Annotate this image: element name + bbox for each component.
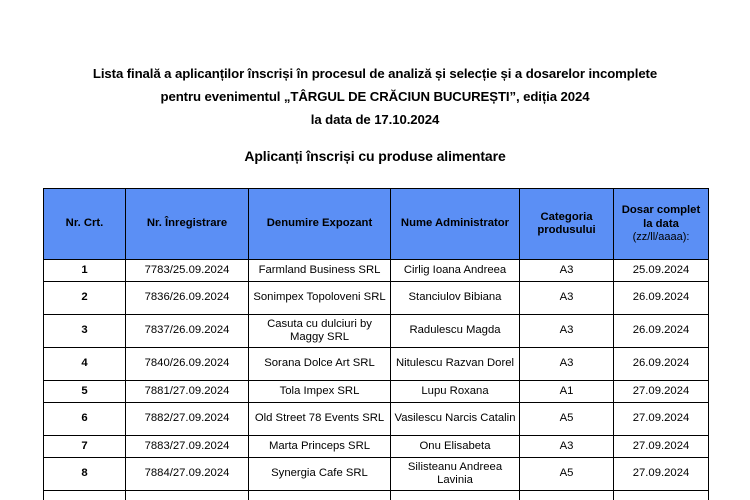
column-header-nr-inregistrare: Nr. Înregistrare xyxy=(125,188,249,260)
table-row: 8 7884/27.09.2024 Synergia Cafe SRL Siliste… xyxy=(43,457,709,491)
cell-nr-crt: 3 xyxy=(43,314,126,348)
title-line-3: la data de 17.10.2024 xyxy=(310,112,440,127)
cell-denumire-expozant: Old Street 78 Events SRL xyxy=(248,402,391,436)
table-header-row: Nr. Crt. Nr. Înregistrare Denumire Expoz… xyxy=(43,188,709,260)
column-header-nume-administrator-label: Nume Administrator xyxy=(400,217,510,230)
cell-nume-administrator: Nitulescu Razvan Dorel xyxy=(390,347,520,381)
cell-nr-crt: 4 xyxy=(43,347,126,381)
cell-nr-crt: 1 xyxy=(43,259,126,282)
cell-categoria-produsului: A3 xyxy=(519,281,614,315)
cell-nume-administrator: Silisteanu Andreea Lavinia xyxy=(390,457,520,491)
cell-dosar-complet: 27.09.2024 xyxy=(613,402,709,436)
cell-nr-inregistrare: 7882/27.09.2024 xyxy=(125,402,249,436)
cell-nr-inregistrare: 7840/26.09.2024 xyxy=(125,347,249,381)
cell-nume-administrator: Radulescu Magda xyxy=(390,314,520,348)
cell-dosar-complet: 27.09.2024 xyxy=(613,457,709,491)
cell-categoria-produsului: A5 xyxy=(519,402,614,436)
cell-nr-crt: 9 xyxy=(43,490,126,500)
column-header-nr-crt-label: Nr. Crt. xyxy=(65,217,104,230)
cell-nume-administrator: Vasilescu Narcis Catalin xyxy=(390,402,520,436)
cell-dosar-complet: 26.09.2024 xyxy=(613,347,709,381)
column-header-nr-inregistrare-label: Nr. Înregistrare xyxy=(146,217,228,230)
column-header-dosar-complet-hint: (zz/ll/aaaa): xyxy=(632,231,690,243)
cell-denumire-expozant: Sorana Dolce Art SRL xyxy=(248,347,391,381)
cell-denumire-expozant: Casuta cu dulciuri by Maggy SRL xyxy=(248,314,391,348)
document-title: Lista finală a aplicanților înscriși în … xyxy=(0,62,750,131)
column-header-dosar-complet-label: Dosar complet la data xyxy=(621,204,701,230)
cell-categoria-produsului: A3 xyxy=(519,435,614,458)
table-body: 1 7783/25.09.2024 Farmland Business SRL Cir… xyxy=(43,259,709,500)
column-header-denumire-expozant-label: Denumire Expozant xyxy=(266,217,373,230)
cell-dosar-complet: 26.09.2024 xyxy=(613,314,709,348)
cell-nr-inregistrare: 7884/27.09.2024 xyxy=(125,457,249,491)
cell-nr-inregistrare: 7837/26.09.2024 xyxy=(125,314,249,348)
cell-dosar-complet: 27.09.2024 xyxy=(613,380,709,403)
applicants-table-container: Nr. Crt. Nr. Înregistrare Denumire Expoz… xyxy=(43,188,709,500)
cell-categoria-produsului: A5 xyxy=(519,457,614,491)
cell-denumire-expozant: Marta Princeps SRL xyxy=(248,435,391,458)
cell-denumire-expozant: Casuta Munteneasca SRL xyxy=(248,490,391,500)
cell-nr-inregistrare: 7783/25.09.2024 xyxy=(125,259,249,282)
cell-nr-inregistrare: 7881/27.09.2024 xyxy=(125,380,249,403)
cell-nr-crt: 7 xyxy=(43,435,126,458)
table-row: 7 7883/27.09.2024 Marta Princeps SRL Onu El… xyxy=(43,435,709,458)
table-row: 1 7783/25.09.2024 Farmland Business SRL Cir… xyxy=(43,259,709,282)
table-row: 4 7840/26.09.2024 Sorana Dolce Art SRL Nitu… xyxy=(43,347,709,381)
cell-dosar-complet: 27.09.2024 xyxy=(613,435,709,458)
table-row: 5 7881/27.09.2024 Tola Impex SRL Lupu Roxan… xyxy=(43,380,709,403)
column-header-nr-crt: Nr. Crt. xyxy=(43,188,126,260)
cell-dosar-complet: 25.09.2024 xyxy=(613,259,709,282)
table-row: 3 7837/26.09.2024 Casuta cu dulciuri by Ma… xyxy=(43,314,709,348)
title-line-2: pentru evenimentul „TÂRGUL DE CRĂCIUN BU… xyxy=(160,89,590,104)
cell-denumire-expozant: Synergia Cafe SRL xyxy=(248,457,391,491)
cell-nr-inregistrare: 7836/26.09.2024 xyxy=(125,281,249,315)
cell-nume-administrator: Blita Emil Robert xyxy=(390,490,520,500)
table-row: 2 7836/26.09.2024 Sonimpex Topoloveni SRL S… xyxy=(43,281,709,315)
cell-denumire-expozant: Tola Impex SRL xyxy=(248,380,391,403)
cell-categoria-produsului: A3 xyxy=(519,347,614,381)
cell-nume-administrator: Cirlig Ioana Andreea xyxy=(390,259,520,282)
cell-denumire-expozant: Farmland Business SRL xyxy=(248,259,391,282)
cell-categoria-produsului: A1 xyxy=(519,380,614,403)
title-line-1: Lista finală a aplicanților înscriși în … xyxy=(92,66,658,81)
section-subtitle: Aplicanți înscriși cu produse alimentare xyxy=(244,148,506,164)
cell-nr-inregistrare: 7883/27.09.2024 xyxy=(125,435,249,458)
cell-dosar-complet: 27.09.2024 xyxy=(613,490,709,500)
cell-nume-administrator: Lupu Roxana xyxy=(390,380,520,403)
cell-denumire-expozant: Sonimpex Topoloveni SRL xyxy=(248,281,391,315)
column-header-dosar-complet: Dosar complet la data (zz/ll/aaaa): xyxy=(613,188,709,260)
column-header-categoria-produsului-label: Categoria produsului xyxy=(537,210,596,237)
cell-nume-administrator: Onu Elisabeta xyxy=(390,435,520,458)
cell-nume-administrator: Stanciulov Bibiana xyxy=(390,281,520,315)
table-row: 6 7882/27.09.2024 Old Street 78 Events SRL… xyxy=(43,402,709,436)
cell-categoria-produsului: A3 xyxy=(519,259,614,282)
cell-dosar-complet: 26.09.2024 xyxy=(613,281,709,315)
cell-categoria-produsului: A1 xyxy=(519,490,614,500)
column-header-nume-administrator: Nume Administrator xyxy=(390,188,520,260)
cell-categoria-produsului: A3 xyxy=(519,314,614,348)
cell-nr-crt: 5 xyxy=(43,380,126,403)
column-header-categoria-produsului: Categoria produsului xyxy=(519,188,614,260)
cell-nr-inregistrare: 7886/30.09.2024 xyxy=(125,490,249,500)
column-header-denumire-expozant: Denumire Expozant xyxy=(248,188,391,260)
cell-nr-crt: 6 xyxy=(43,402,126,436)
applicants-table: Nr. Crt. Nr. Înregistrare Denumire Expoz… xyxy=(43,188,709,500)
cell-nr-crt: 8 xyxy=(43,457,126,491)
table-header: Nr. Crt. Nr. Înregistrare Denumire Expoz… xyxy=(43,188,709,260)
cell-nr-crt: 2 xyxy=(43,281,126,315)
